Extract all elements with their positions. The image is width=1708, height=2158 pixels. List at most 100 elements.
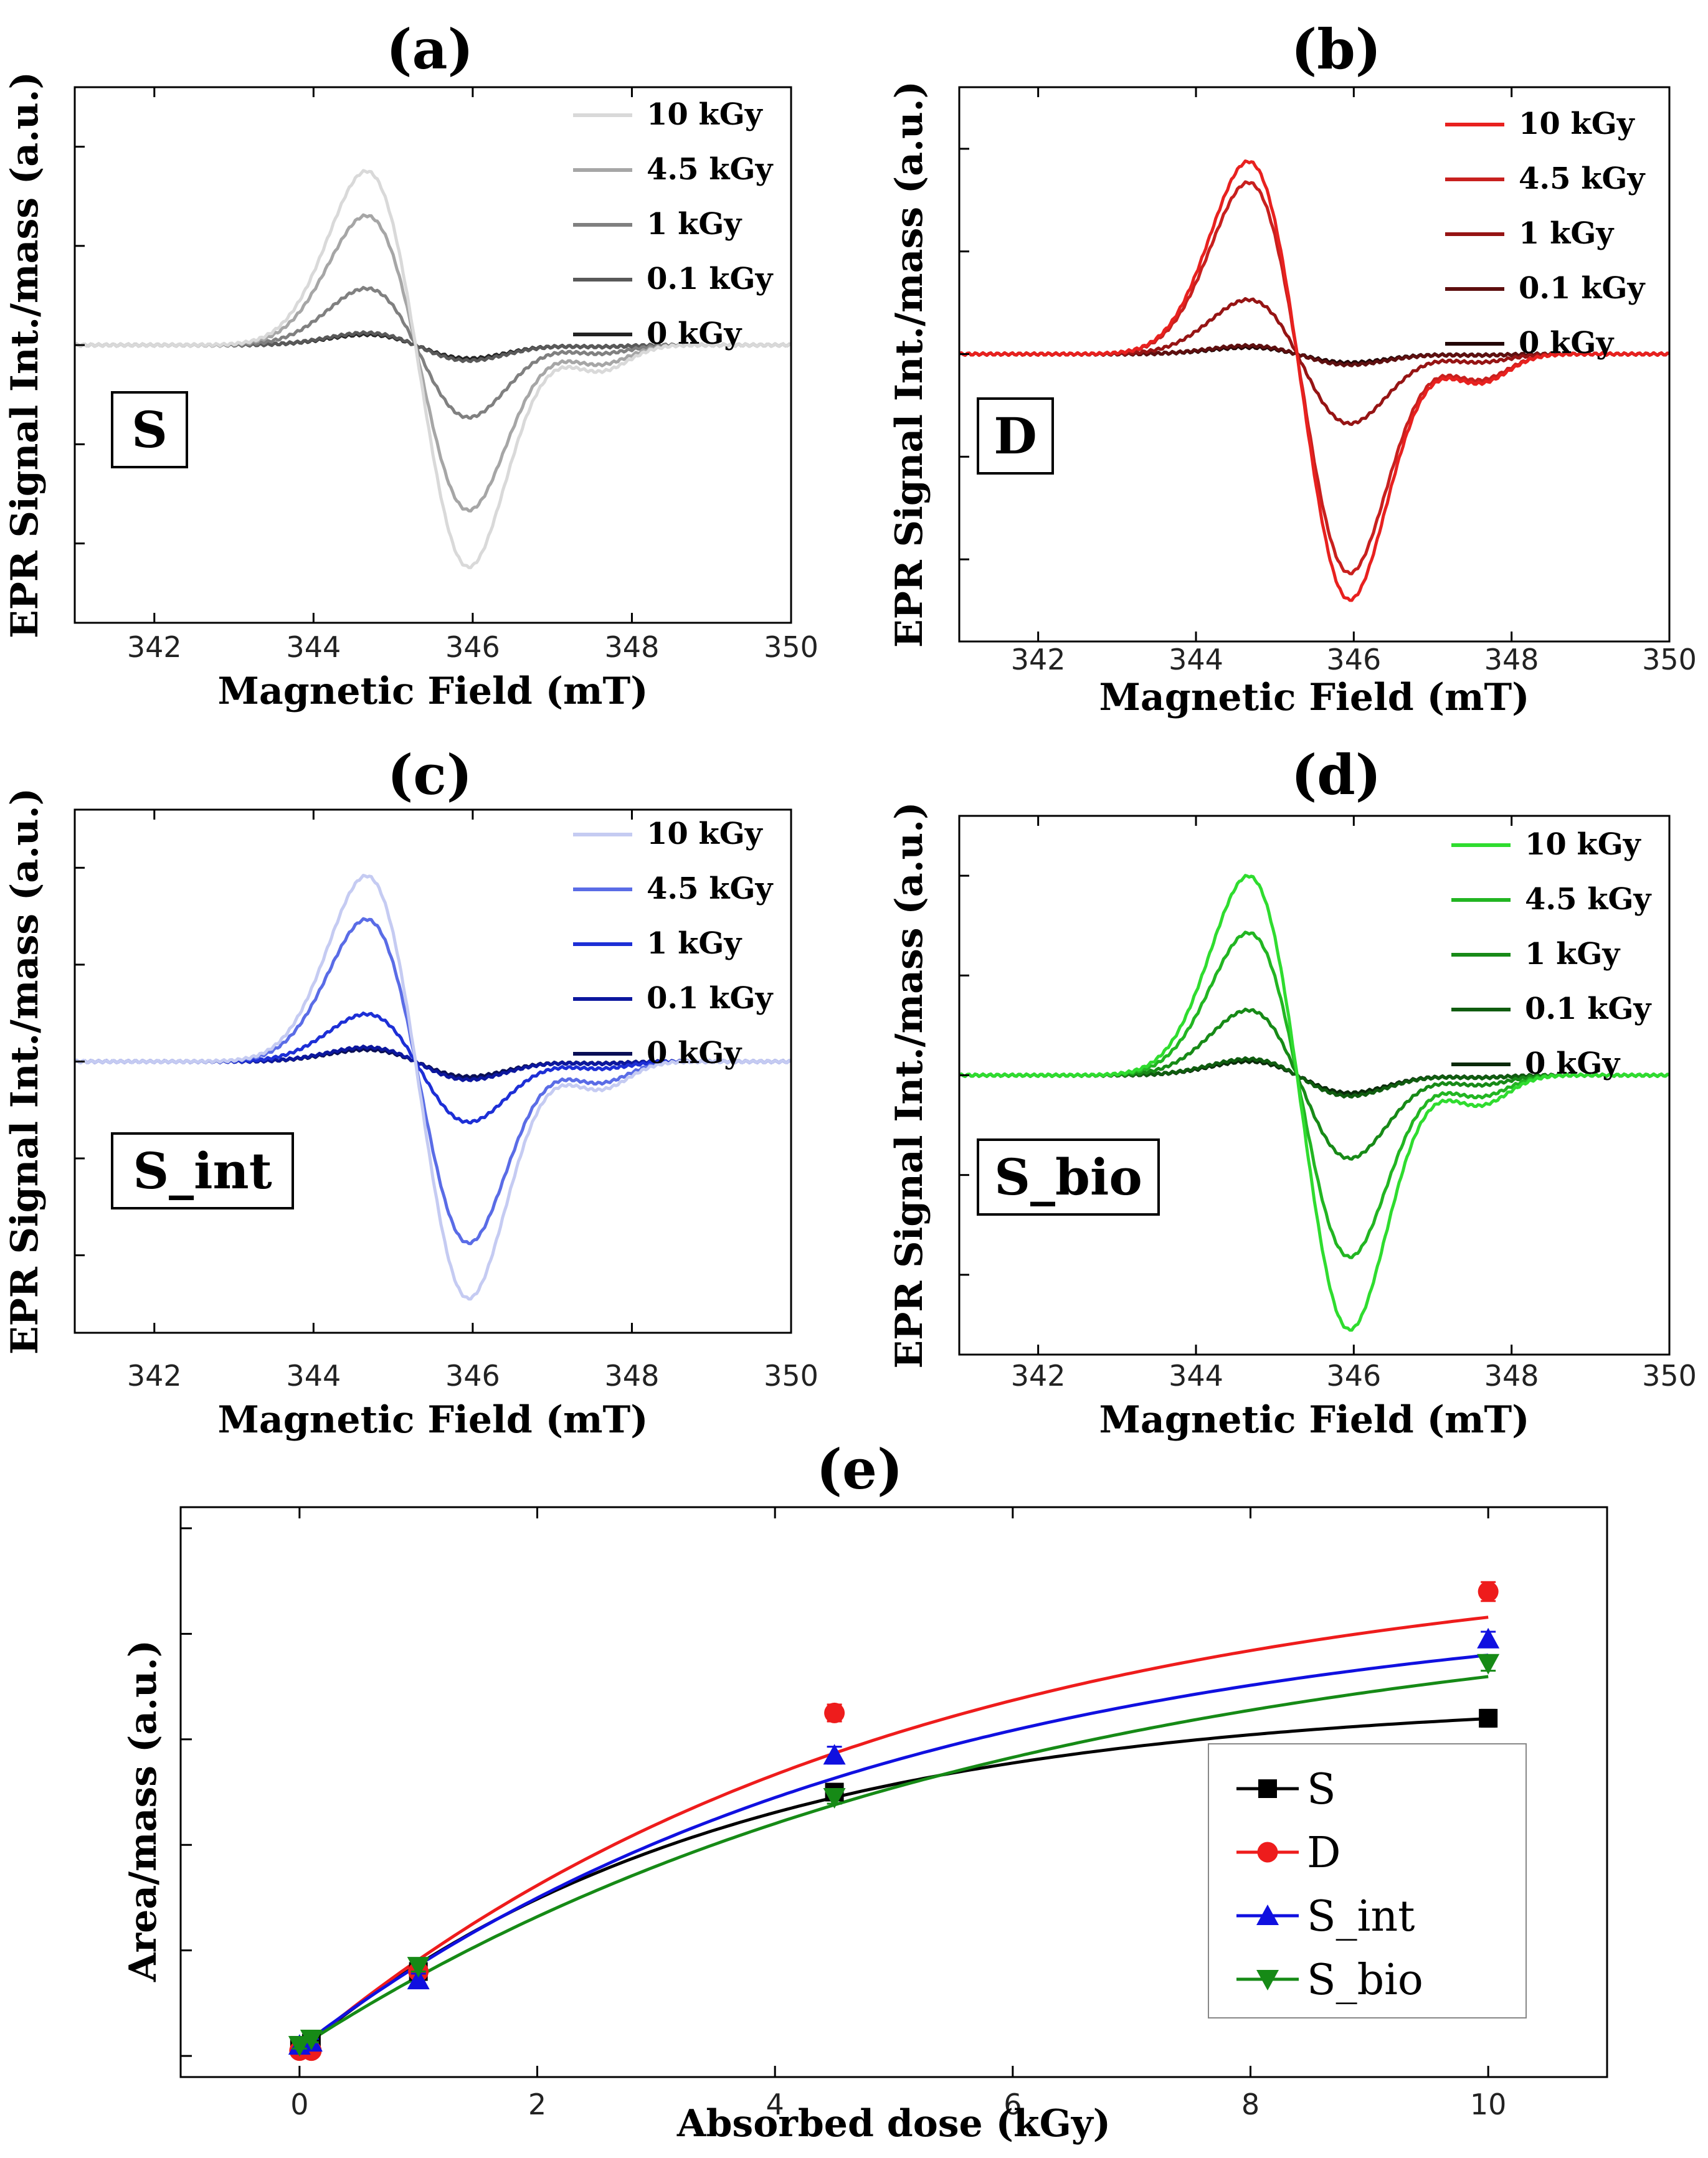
data-point-d: [824, 1702, 845, 1723]
x-tick-label: 344: [1169, 643, 1223, 676]
dose-response-panel: (e) 0 2 4 6 8 10 Absorbed dose (kGy) Area/mass (…: [121, 1437, 1608, 2146]
legend-label: 0 kGy: [647, 1036, 743, 1071]
legend-label: 0 kGy: [647, 316, 743, 351]
legend-label: 4.5 kGy: [647, 871, 774, 906]
data-point-s_bio: [1477, 1654, 1500, 1675]
sample-label-box: S_int: [111, 1132, 294, 1209]
spectrum-panel-d: (d) 342 344 346 348 350 Magnetic Field (mT) EPR…: [888, 742, 1697, 1442]
data-point-s_int: [407, 1969, 430, 1990]
legend-label: 10 kGy: [647, 97, 764, 132]
series-group: [958, 159, 1670, 602]
x-tick-label: 344: [1169, 1359, 1223, 1393]
x-tick-label: 10: [1470, 2088, 1507, 2121]
data-point-s_int: [823, 1744, 846, 1765]
panel-label: (e): [816, 1437, 903, 1502]
legend-marker: [1256, 1970, 1279, 1990]
x-tick-label: 348: [1484, 1359, 1539, 1393]
x-tick-label: 2: [528, 2088, 546, 2121]
series-line-10kGy: [74, 874, 792, 1301]
legend-label: 10 kGy: [1525, 827, 1642, 862]
sample-label: D: [994, 407, 1037, 465]
legend-label: 1 kGy: [647, 926, 743, 961]
data-point-d: [1478, 1581, 1499, 1602]
x-tick-label: 342: [1011, 643, 1066, 676]
fit-line-d: [298, 1616, 1489, 2052]
x-tick-label: 350: [764, 630, 818, 664]
x-tick-label: 342: [127, 630, 182, 664]
panel-label: (a): [386, 17, 473, 82]
series-group: [958, 874, 1670, 1332]
legend-label: S: [1307, 1765, 1336, 1814]
x-tick-label: 4: [766, 2088, 784, 2121]
x-tick-label: 348: [605, 630, 660, 664]
legend-label: 0.1 kGy: [647, 981, 774, 1016]
sample-label: S_bio: [994, 1148, 1142, 1206]
plot-frame: [958, 815, 1671, 1356]
legend-label: 4.5 kGy: [1525, 882, 1652, 917]
spectrum-panel-c: (c) 342 344 346 348 350 Magnetic Field (mT) EPR…: [3, 742, 818, 1442]
series-line-10kGy: [74, 169, 792, 569]
legend-label: 0.1 kGy: [1519, 271, 1646, 306]
legend-label: D: [1307, 1829, 1341, 1878]
legend: SD S_int S_bio: [1208, 1743, 1527, 2018]
sample-label-box: D: [977, 397, 1054, 475]
data-point-s_bio: [407, 1957, 430, 1978]
sample-label: S_int: [133, 1142, 272, 1200]
legend-label: 1 kGy: [647, 207, 743, 242]
plot-frame: [179, 1506, 1608, 2078]
plot-frame: [958, 86, 1671, 643]
series-line-10kGy: [958, 874, 1670, 1332]
x-tick-label: 348: [605, 1359, 660, 1393]
legend-label: 0.1 kGy: [1525, 991, 1652, 1026]
y-axis-label: EPR Signal Int./mass (a.u.): [888, 81, 931, 648]
x-tick-label: 342: [1011, 1359, 1066, 1393]
x-axis-label: Magnetic Field (mT): [1099, 676, 1529, 719]
x-axis-label: Magnetic Field (mT): [1099, 1398, 1529, 1442]
data-points: [288, 1581, 1500, 2061]
plot-frame: [74, 86, 792, 624]
legend: 10 kGy 4.5 kGy 1 kGy 0.1 kGy 0 kGy: [1451, 827, 1652, 1081]
legend-label: S_int: [1307, 1892, 1415, 1941]
x-tick-label: 346: [445, 630, 500, 664]
x-tick-label: 346: [1326, 1359, 1381, 1393]
x-tick-label: 8: [1241, 2088, 1260, 2121]
data-point-s: [1479, 1708, 1498, 1728]
sample-box: [977, 1138, 1160, 1216]
data-point-s_bio: [288, 2036, 311, 2057]
x-tick-label: 342: [127, 1359, 182, 1393]
sample-label-box: S_bio: [977, 1138, 1160, 1216]
series-group: [74, 169, 792, 569]
x-tick-label: 344: [286, 1359, 341, 1393]
x-axis-label: Magnetic Field (mT): [217, 670, 648, 713]
sample-label-box: S: [111, 391, 188, 468]
sample-label: S: [131, 400, 168, 459]
series-group: [74, 874, 792, 1301]
legend-label: 0.1 kGy: [647, 262, 774, 296]
panel-label: (d): [1291, 742, 1382, 807]
data-point-s_int: [1477, 1627, 1500, 1649]
legend-label: 4.5 kGy: [1519, 161, 1646, 196]
x-tick-label: 350: [1642, 1359, 1697, 1393]
x-tick-label: 348: [1484, 643, 1539, 676]
y-axis-label: EPR Signal Int./mass (a.u.): [3, 788, 47, 1355]
x-tick-label: 350: [764, 1359, 818, 1393]
legend: 10 kGy 4.5 kGy 1 kGy 0.1 kGy 0 kGy: [1445, 106, 1646, 361]
legend-label: 10 kGy: [647, 816, 764, 851]
plot-frame: [74, 808, 792, 1334]
spectrum-panel-b: (b) 342 344 346 348 350 Magnetic Field (mT) EPR…: [888, 17, 1697, 719]
legend-label: 1 kGy: [1519, 216, 1615, 251]
x-tick-label: 0: [290, 2088, 308, 2121]
legend-marker: [1258, 1779, 1277, 1798]
legend-label: 10 kGy: [1519, 106, 1636, 141]
legend-label: S_bio: [1307, 1956, 1423, 2005]
x-tick-label: 350: [1642, 643, 1697, 676]
sample-box: [977, 397, 1054, 475]
legend-label: 4.5 kGy: [647, 152, 774, 187]
fit-line-s_int: [298, 1654, 1489, 2049]
legend-marker: [1257, 1842, 1278, 1863]
fit-line-s_bio: [298, 1675, 1489, 2049]
x-tick-label: 6: [1003, 2088, 1022, 2121]
series-line-10kGy: [958, 159, 1670, 602]
sample-box: [111, 391, 188, 468]
